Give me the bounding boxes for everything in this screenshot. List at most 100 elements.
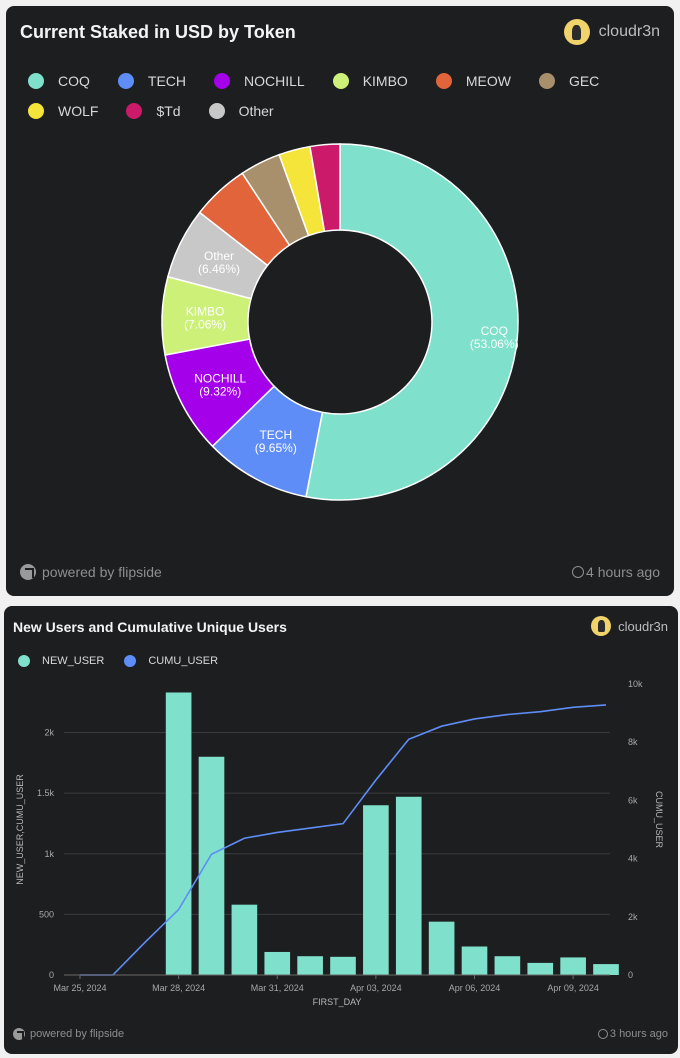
slice-percent: (9.65%): [255, 441, 297, 455]
bar-new-user[interactable]: [461, 946, 488, 975]
slice-td[interactable]: [309, 143, 341, 233]
y-tick-label: 0: [49, 970, 54, 980]
bar-new-user[interactable]: [231, 904, 258, 975]
legend-swatch: [28, 73, 44, 89]
legend-item-new-user[interactable]: NEW_USER: [18, 654, 104, 668]
last-updated: 3 hours ago: [597, 1028, 668, 1040]
donut-chart: COQ(53.06%) TECH(9.65%) NOCHILL(9.32%) KIMB…: [161, 143, 519, 501]
flipside-logo-icon: [13, 1028, 25, 1040]
slice-label: TECH: [259, 428, 292, 442]
legend-label: CUMU_USER: [148, 655, 219, 667]
y2-axis-title: CUMU_USER: [654, 791, 664, 849]
refresh-clock-icon: [597, 1029, 608, 1039]
slice-percent: (6.46%): [198, 262, 240, 276]
x-tick-label: Apr 03, 2024: [350, 983, 402, 993]
x-tick-label: Mar 31, 2024: [251, 983, 304, 993]
bar-new-user[interactable]: [198, 756, 225, 975]
legend-label: $Td: [156, 103, 181, 119]
slice-percent: (53.06%): [470, 337, 519, 351]
legend-swatch: [435, 73, 452, 89]
y2-tick-label: 8k: [628, 737, 638, 747]
legend-label: Other: [238, 103, 274, 119]
legend-item-nochill[interactable]: NOCHILL: [214, 72, 305, 90]
owner-name: cloudr3n: [598, 23, 660, 40]
legend-item-wolf[interactable]: WOLF: [28, 102, 98, 120]
y2-tick-label: 4k: [628, 854, 638, 864]
legend-label: MEOW: [465, 73, 511, 89]
y-tick-label: 1.5k: [37, 788, 55, 798]
x-tick-label: Mar 25, 2024: [53, 983, 106, 993]
slice-label: COQ: [481, 324, 508, 338]
legend-label: KIMBO: [362, 73, 408, 89]
x-tick-label: Mar 28, 2024: [152, 983, 205, 993]
updated-text: 3 hours ago: [609, 1028, 668, 1040]
slice-coq[interactable]: [305, 143, 519, 501]
bar-new-user[interactable]: [363, 805, 389, 975]
bar-new-user[interactable]: [165, 692, 192, 975]
bar-new-user[interactable]: [330, 956, 356, 975]
legend-label: NEW_USER: [42, 655, 105, 667]
legend-item-td[interactable]: $Td: [126, 102, 181, 120]
legend-label: NOCHILL: [244, 73, 305, 89]
pie-legend: COQ TECH NOCHILL KIMBO MEOW GEC WOLF $Td Other: [28, 72, 628, 120]
legend-item-tech[interactable]: TECH: [117, 72, 186, 90]
legend-item-other[interactable]: Other: [208, 102, 274, 120]
legend-swatch: [214, 73, 231, 89]
bar-new-user[interactable]: [297, 956, 323, 975]
slice-percent: (7.06%): [184, 317, 226, 331]
legend-swatch: [208, 103, 225, 119]
legend-swatch: [117, 73, 134, 89]
combo-chart: 0 500 1k 1.5k 2k 0 2k 4k 6k 8k 10k Mar 25, 2024 Mar …: [15, 679, 664, 1007]
legend-swatch: [126, 103, 143, 119]
flipside-logo-icon: [20, 564, 36, 580]
legend-label: COQ: [58, 73, 90, 89]
bar-new-user[interactable]: [560, 957, 586, 975]
legend-swatch: [332, 73, 349, 89]
powered-by-link[interactable]: powered by flipside: [13, 1028, 124, 1040]
legend-item-meow[interactable]: MEOW: [435, 72, 511, 90]
legend-swatch: [538, 73, 555, 89]
owner-link[interactable]: cloudr3n: [563, 19, 660, 45]
owner-avatar-icon: [563, 19, 590, 45]
bar-new-user[interactable]: [527, 962, 554, 975]
x-axis-title: FIRST_DAY: [313, 997, 362, 1007]
powered-by-text: powered by flipside: [42, 564, 162, 580]
owner-avatar-icon: [591, 616, 612, 636]
y-tick-label: 2k: [44, 728, 54, 738]
y2-tick-label: 2k: [628, 912, 638, 922]
legend-swatch: [28, 103, 44, 119]
legend-label: WOLF: [58, 103, 99, 119]
powered-by-text: powered by flipside: [30, 1028, 125, 1040]
bar-new-user[interactable]: [494, 956, 521, 975]
owner-name: cloudr3n: [618, 618, 668, 634]
y2-tick-label: 0: [628, 970, 633, 980]
bar-new-user[interactable]: [428, 921, 455, 975]
legend-item-cumu-user[interactable]: CUMU_USER: [124, 654, 218, 668]
legend-item-coq[interactable]: COQ: [28, 72, 90, 90]
slice-label: NOCHILL: [194, 371, 246, 385]
card-title: Current Staked in USD by Token: [20, 22, 296, 42]
slice-percent: (9.32%): [199, 384, 241, 398]
card-title: New Users and Cumulative Unique Users: [13, 619, 287, 635]
y2-tick-label: 10k: [628, 679, 643, 689]
y-axis-title: NEW_USER,CUMU_USER: [15, 774, 25, 885]
owner-link[interactable]: cloudr3n: [591, 616, 668, 636]
legend-swatch: [18, 655, 30, 667]
slice-label: Other: [204, 249, 234, 263]
new-users-card: New Users and Cumulative Unique Users cl…: [4, 606, 678, 1054]
powered-by-link[interactable]: powered by flipside: [20, 564, 162, 580]
legend-swatch: [124, 655, 137, 667]
combo-legend: NEW_USER CUMU_USER: [18, 654, 238, 668]
legend-item-gec[interactable]: GEC: [538, 72, 599, 90]
y-tick-label: 500: [39, 909, 54, 919]
bar-new-user[interactable]: [593, 964, 619, 975]
line-cumu-user[interactable]: [80, 704, 607, 976]
y-tick-label: 1k: [44, 849, 54, 859]
staked-usd-card: Current Staked in USD by Token cloudr3n …: [6, 6, 674, 596]
legend-item-kimbo[interactable]: KIMBO: [332, 72, 408, 90]
updated-text: 4 hours ago: [586, 564, 660, 580]
bar-new-user[interactable]: [395, 796, 422, 975]
bar-new-user[interactable]: [264, 951, 291, 975]
y2-tick-label: 6k: [628, 795, 638, 805]
x-tick-label: Apr 09, 2024: [547, 983, 599, 993]
